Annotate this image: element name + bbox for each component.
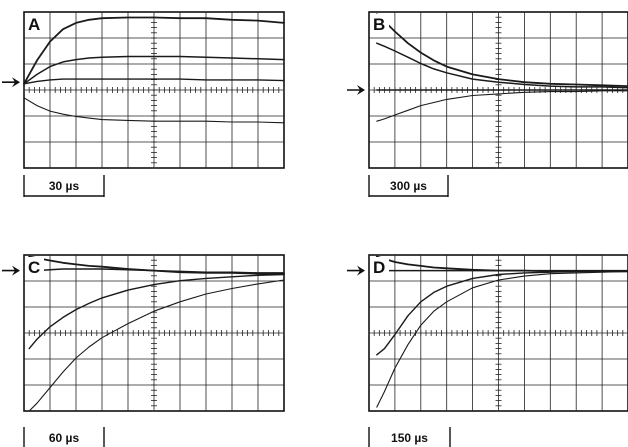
trace-4 bbox=[376, 90, 628, 122]
time-scale-bar: 60 µs bbox=[23, 427, 105, 447]
time-scale-label: 150 µs bbox=[391, 431, 428, 445]
center-axis-ticks bbox=[23, 11, 285, 169]
trace-2 bbox=[28, 268, 285, 274]
time-scale-bar: 30 µs bbox=[23, 175, 105, 197]
panel-letter-box bbox=[26, 14, 44, 34]
baseline-arrow-icon bbox=[347, 85, 365, 95]
panel-a: A 30 µs bbox=[2, 11, 285, 197]
baseline-arrow-icon bbox=[347, 265, 365, 276]
panel-letter-box bbox=[371, 257, 389, 277]
baseline-arrow-icon bbox=[2, 265, 20, 276]
trace-3 bbox=[23, 78, 285, 85]
panel-b: B 300 µs bbox=[347, 11, 628, 197]
trace-1 bbox=[23, 16, 285, 85]
time-scale-bar: 150 µs bbox=[368, 427, 451, 447]
trace-4 bbox=[376, 270, 628, 408]
trace-1 bbox=[375, 13, 628, 87]
panel-letter-box bbox=[371, 14, 389, 34]
panel-letter: B bbox=[373, 15, 385, 34]
panel-letter: C bbox=[28, 258, 40, 277]
trace-2 bbox=[23, 55, 285, 85]
trace-4 bbox=[28, 279, 285, 412]
panel-letter: A bbox=[28, 15, 40, 34]
trace-1 bbox=[375, 255, 628, 273]
time-scale-label: 300 µs bbox=[390, 179, 427, 193]
trace-3 bbox=[376, 270, 628, 356]
time-scale-bar: 300 µs bbox=[368, 175, 449, 197]
time-scale-label: 60 µs bbox=[49, 431, 80, 445]
time-scale-label: 30 µs bbox=[49, 179, 80, 193]
panel-c: C 60 µs bbox=[2, 254, 285, 447]
trace-3 bbox=[28, 273, 285, 350]
panel-letter: D bbox=[373, 258, 385, 277]
trace-2 bbox=[376, 42, 628, 89]
trace-4 bbox=[23, 97, 285, 124]
panel-letter-box bbox=[26, 257, 44, 277]
baseline-arrow-icon bbox=[2, 77, 20, 88]
panel-d: D 150 µs bbox=[347, 254, 628, 447]
